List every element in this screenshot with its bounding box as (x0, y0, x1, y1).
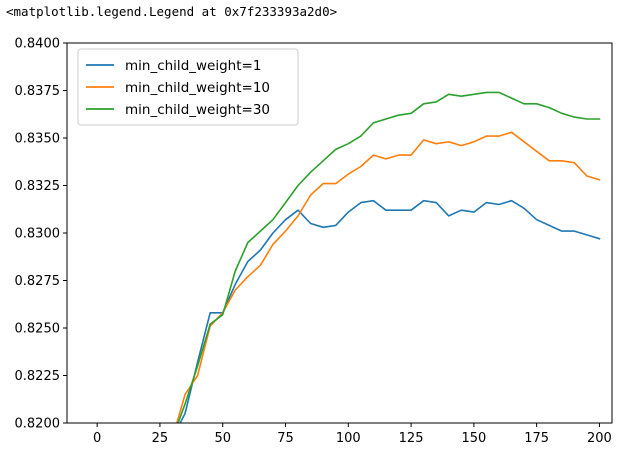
y-tick-label: 0.8375 (15, 84, 61, 99)
x-tick-label: 50 (214, 431, 231, 446)
y-tick-label: 0.8325 (15, 179, 61, 194)
y-tick-label: 0.8400 (15, 37, 61, 52)
legend-label-1: min_child_weight=1 (125, 58, 261, 74)
x-tick-label: 75 (277, 431, 294, 446)
y-tick-label: 0.8275 (15, 274, 61, 289)
x-tick-label: 25 (152, 431, 169, 446)
x-axis: 0 25 50 75 100 125 150 175 200 (93, 423, 612, 446)
x-tick-label: 125 (399, 431, 424, 446)
legend-label-3: min_child_weight=30 (125, 102, 270, 118)
series-line-1 (179, 199, 601, 423)
x-tick-label: 175 (524, 431, 549, 446)
x-tick-label: 200 (587, 431, 612, 446)
series-line-2 (176, 131, 601, 423)
legend: min_child_weight=1 min_child_weight=10min… (77, 48, 299, 126)
y-tick-label: 0.8350 (15, 132, 61, 147)
series-line-3 (177, 91, 601, 423)
legend-label-2: min_child_weight=10 (125, 80, 270, 96)
output-repr-text: <matplotlib.legend.Legend at 0x7f233393a… (6, 4, 338, 19)
x-tick-label: 0 (93, 431, 101, 446)
y-tick-label: 0.8250 (15, 322, 61, 337)
series-layer (176, 91, 601, 423)
y-tick-label: 0.8300 (15, 227, 61, 242)
legend-box (77, 48, 299, 126)
y-tick-label: 0.8200 (15, 417, 61, 432)
y-axis: 0.8200 0.8225 0.8250 0.8275 0.8300 0.8325 0.83… (15, 37, 67, 432)
x-tick-label: 150 (461, 431, 486, 446)
y-tick-label: 0.8225 (15, 369, 61, 384)
x-tick-label: 100 (336, 431, 361, 446)
